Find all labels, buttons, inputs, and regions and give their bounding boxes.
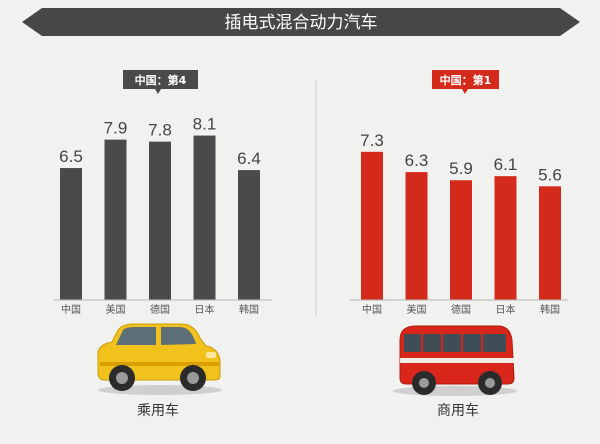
bar-中国 xyxy=(60,168,82,300)
category-label: 韩国 xyxy=(540,303,560,316)
rank-tag-background xyxy=(432,70,499,89)
value-label: 6.3 xyxy=(405,151,429,170)
bar-美国 xyxy=(104,139,127,300)
bar-group: 7.3 中国 6.3 美国 5.9 德国 6.1 日本 5.6 韩国 xyxy=(360,131,562,316)
rank-tag-text: 中国：第4 xyxy=(135,73,187,87)
rank-tag-pointer xyxy=(462,89,468,94)
chart-title: 插电式混合动力汽车 xyxy=(225,13,378,33)
value-label: 7.9 xyxy=(104,119,128,138)
category-label: 中国 xyxy=(362,303,382,316)
passenger-car-panel: 中国：第4 6.5 中国 7.9 美国 7.8 德国 8.1 日本 6.4 韩国 乘用车 xyxy=(54,70,272,419)
rank-tag-text: 中国：第1 xyxy=(440,73,492,87)
category-label: 德国 xyxy=(451,303,471,316)
category-label: 韩国 xyxy=(239,303,259,316)
category-label: 中国 xyxy=(61,303,81,316)
title-banner-background xyxy=(22,8,580,36)
value-label: 6.5 xyxy=(59,147,83,166)
category-label: 德国 xyxy=(150,303,170,316)
category-label: 日本 xyxy=(496,303,516,316)
value-label: 7.8 xyxy=(148,121,172,140)
bar-韩国 xyxy=(238,170,260,300)
rank-tag: 中国：第1 xyxy=(432,70,499,94)
value-label: 6.4 xyxy=(237,149,261,168)
value-label: 6.1 xyxy=(494,155,518,174)
category-label: 美国 xyxy=(106,303,126,316)
bar-德国 xyxy=(450,180,472,300)
category-label: 美国 xyxy=(407,303,427,316)
passenger-car-label: 乘用车 xyxy=(137,402,179,419)
value-label: 5.9 xyxy=(449,159,473,178)
value-label: 7.3 xyxy=(360,131,384,150)
car-icon xyxy=(97,323,222,395)
bar-美国 xyxy=(405,172,428,300)
bar-group: 6.5 中国 7.9 美国 7.8 德国 8.1 日本 6.4 韩国 xyxy=(59,115,261,316)
rank-tag-background xyxy=(123,70,198,89)
rank-tag: 中国：第4 xyxy=(123,70,198,94)
bar-韩国 xyxy=(539,186,561,300)
commercial-vehicle-panel: 中国：第1 7.3 中国 6.3 美国 5.9 德国 6.1 日本 5.6 韩国 商用车 xyxy=(350,70,568,419)
bar-日本 xyxy=(193,135,216,300)
value-label: 8.1 xyxy=(193,115,217,134)
category-label: 日本 xyxy=(195,303,215,316)
value-label: 5.6 xyxy=(538,165,562,184)
bar-中国 xyxy=(361,151,383,300)
bar-德国 xyxy=(149,141,171,300)
bar-日本 xyxy=(494,176,517,300)
bus-icon xyxy=(393,325,517,396)
commercial-vehicle-label: 商用车 xyxy=(437,402,479,419)
title-banner: 插电式混合动力汽车 xyxy=(22,8,580,36)
rank-tag-pointer xyxy=(155,89,161,94)
